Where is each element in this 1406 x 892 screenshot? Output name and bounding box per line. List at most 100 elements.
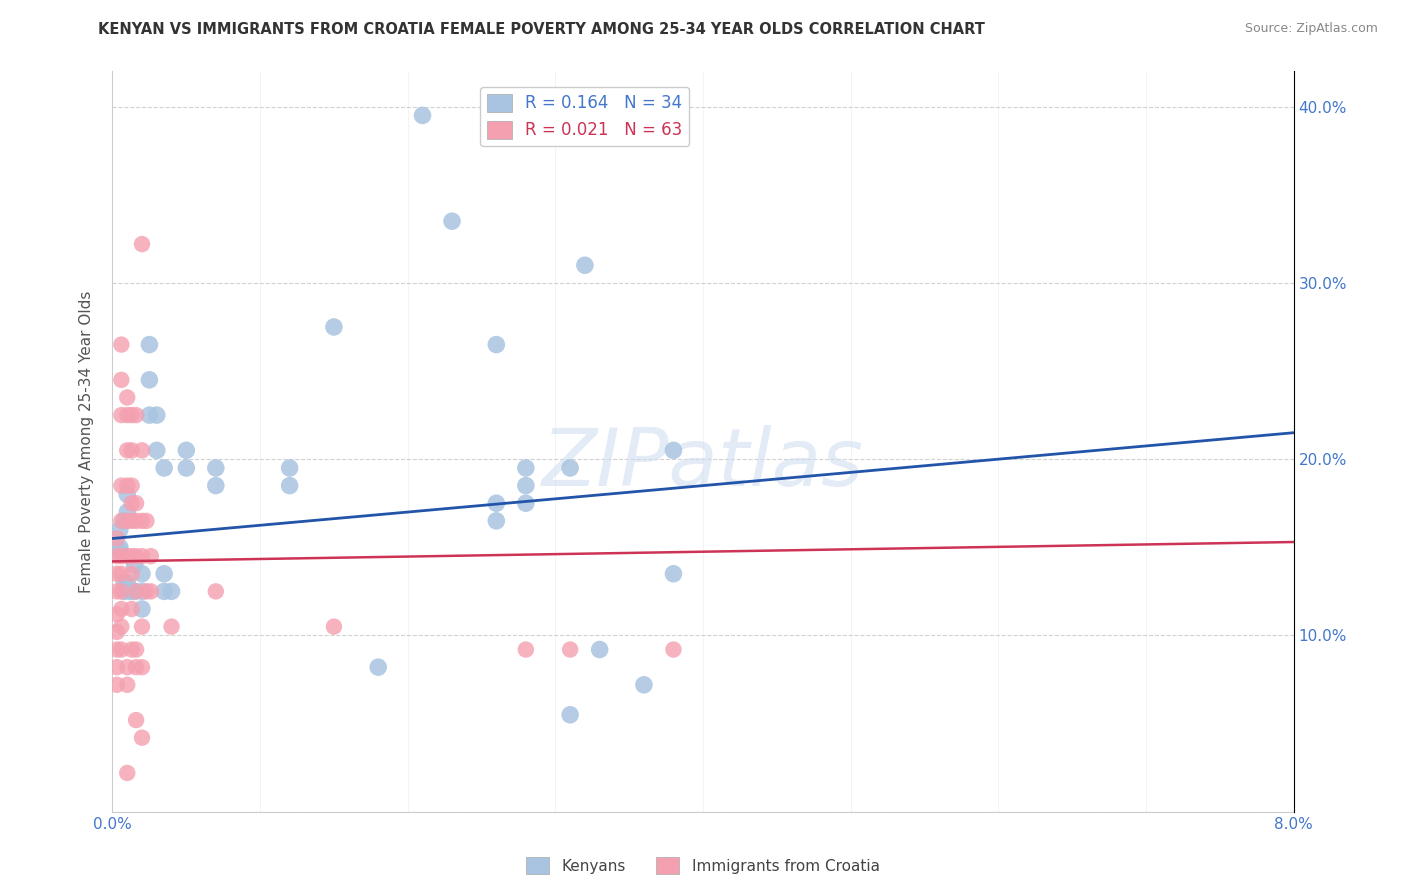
Point	[138, 408, 160, 422]
Point	[105, 607, 128, 622]
Legend: R = 0.164   N = 34, R = 0.021   N = 63: R = 0.164 N = 34, R = 0.021 N = 63	[481, 87, 689, 146]
Point	[117, 575, 138, 590]
Point	[174, 443, 197, 458]
Point	[120, 584, 142, 599]
Text: KENYAN VS IMMIGRANTS FROM CROATIA FEMALE POVERTY AMONG 25-34 YEAR OLDS CORRELATI: KENYAN VS IMMIGRANTS FROM CROATIA FEMALE…	[98, 22, 986, 37]
Text: Source: ZipAtlas.com: Source: ZipAtlas.com	[1244, 22, 1378, 36]
Point	[112, 584, 135, 599]
Point	[110, 408, 132, 422]
Point	[153, 461, 176, 475]
Point	[139, 549, 162, 563]
Point	[117, 678, 138, 692]
Point	[121, 602, 143, 616]
Point	[485, 337, 508, 351]
Point	[110, 642, 132, 657]
Point	[117, 514, 138, 528]
Point	[105, 678, 128, 692]
Point	[105, 584, 128, 599]
Point	[146, 408, 169, 422]
Point	[131, 660, 153, 674]
Point	[662, 443, 685, 458]
Point	[367, 660, 389, 674]
Point	[515, 642, 537, 657]
Point	[117, 487, 138, 501]
Point	[105, 624, 128, 639]
Point	[105, 532, 128, 546]
Legend: Kenyans, Immigrants from Croatia: Kenyans, Immigrants from Croatia	[520, 851, 886, 880]
Point	[560, 707, 582, 722]
Point	[278, 461, 301, 475]
Point	[121, 549, 143, 563]
Point	[124, 558, 146, 572]
Point	[485, 496, 508, 510]
Point	[121, 566, 143, 581]
Point	[174, 461, 197, 475]
Point	[110, 602, 132, 616]
Point	[112, 575, 135, 590]
Point	[560, 461, 582, 475]
Point	[160, 619, 183, 633]
Point	[138, 337, 160, 351]
Point	[105, 642, 128, 657]
Point	[125, 584, 148, 599]
Point	[125, 408, 148, 422]
Point	[125, 642, 148, 657]
Point	[205, 584, 228, 599]
Point	[108, 523, 131, 537]
Point	[560, 642, 582, 657]
Point	[131, 514, 153, 528]
Point	[515, 496, 537, 510]
Point	[121, 514, 143, 528]
Point	[110, 337, 132, 351]
Point	[662, 566, 685, 581]
Point	[117, 505, 138, 519]
Point	[633, 678, 655, 692]
Point	[131, 584, 153, 599]
Point	[131, 549, 153, 563]
Point	[117, 478, 138, 492]
Point	[131, 566, 153, 581]
Point	[112, 514, 135, 528]
Point	[110, 549, 132, 563]
Point	[121, 478, 143, 492]
Point	[121, 408, 143, 422]
Point	[121, 496, 143, 510]
Point	[138, 373, 160, 387]
Point	[485, 514, 508, 528]
Point	[135, 584, 157, 599]
Point	[160, 584, 183, 599]
Point	[105, 660, 128, 674]
Point	[121, 443, 143, 458]
Point	[105, 549, 128, 563]
Point	[108, 541, 131, 555]
Point	[117, 660, 138, 674]
Point	[125, 549, 148, 563]
Point	[153, 566, 176, 581]
Point	[588, 642, 610, 657]
Point	[278, 478, 301, 492]
Point	[146, 443, 169, 458]
Point	[139, 584, 162, 599]
Point	[110, 373, 132, 387]
Point	[125, 660, 148, 674]
Point	[117, 443, 138, 458]
Point	[125, 514, 148, 528]
Point	[110, 478, 132, 492]
Point	[117, 391, 138, 405]
Point	[135, 514, 157, 528]
Point	[117, 549, 138, 563]
Point	[131, 619, 153, 633]
Point	[205, 461, 228, 475]
Point	[125, 713, 148, 727]
Point	[131, 731, 153, 745]
Point	[110, 584, 132, 599]
Point	[110, 514, 132, 528]
Point	[108, 544, 131, 558]
Point	[205, 478, 228, 492]
Point	[110, 619, 132, 633]
Point	[121, 642, 143, 657]
Point	[662, 642, 685, 657]
Point	[117, 408, 138, 422]
Point	[515, 461, 537, 475]
Point	[153, 584, 176, 599]
